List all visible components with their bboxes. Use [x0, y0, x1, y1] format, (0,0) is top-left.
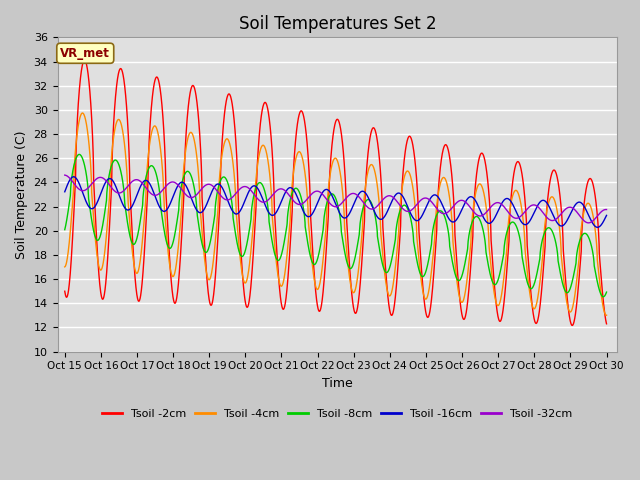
Line: Tsoil -8cm: Tsoil -8cm — [65, 155, 607, 297]
Tsoil -4cm — [155, 135, 163, 141]
Tsoil -8cm — [534, 267, 541, 273]
Tsoil -2cm — [593, 202, 600, 207]
Tsoil -8cm — [603, 289, 611, 295]
Tsoil -32cm — [534, 204, 541, 209]
Tsoil -4cm — [603, 312, 611, 318]
Line: Tsoil -32cm: Tsoil -32cm — [65, 175, 607, 223]
Line: Tsoil -16cm: Tsoil -16cm — [65, 177, 607, 228]
Tsoil -8cm — [292, 185, 300, 191]
Tsoil -2cm — [603, 321, 611, 327]
Title: Soil Temperatures Set 2: Soil Temperatures Set 2 — [239, 15, 436, 33]
Tsoil -2cm — [81, 57, 88, 63]
Tsoil -32cm — [123, 185, 131, 191]
Tsoil -4cm — [534, 295, 541, 301]
Tsoil -2cm — [155, 79, 163, 84]
Tsoil -8cm — [61, 227, 68, 232]
Tsoil -32cm — [155, 191, 163, 197]
Tsoil -32cm — [584, 220, 592, 226]
Tsoil -8cm — [269, 241, 276, 247]
Tsoil -4cm — [602, 312, 610, 318]
Tsoil -4cm — [123, 167, 131, 172]
Tsoil -8cm — [123, 215, 131, 220]
Tsoil -4cm — [269, 219, 276, 225]
Tsoil -16cm — [70, 174, 77, 180]
Tsoil -16cm — [292, 192, 300, 197]
Tsoil -8cm — [592, 273, 600, 278]
Tsoil -4cm — [61, 264, 68, 270]
Tsoil -8cm — [76, 152, 83, 157]
Tsoil -32cm — [61, 172, 68, 178]
Tsoil -16cm — [269, 213, 276, 218]
Tsoil -4cm — [79, 110, 86, 116]
Legend: Tsoil -2cm, Tsoil -4cm, Tsoil -8cm, Tsoil -16cm, Tsoil -32cm: Tsoil -2cm, Tsoil -4cm, Tsoil -8cm, Tsoi… — [98, 404, 577, 423]
Tsoil -16cm — [61, 189, 68, 195]
Tsoil -16cm — [155, 203, 163, 208]
Text: VR_met: VR_met — [60, 47, 110, 60]
Tsoil -16cm — [594, 225, 602, 230]
Tsoil -16cm — [534, 203, 541, 208]
Tsoil -16cm — [123, 207, 131, 213]
Tsoil -4cm — [292, 155, 300, 160]
Tsoil -32cm — [269, 192, 276, 198]
Tsoil -2cm — [534, 318, 541, 324]
Tsoil -2cm — [292, 132, 300, 137]
Tsoil -32cm — [592, 215, 600, 220]
Tsoil -8cm — [600, 294, 607, 300]
Tsoil -2cm — [568, 323, 576, 328]
Y-axis label: Soil Temperature (C): Soil Temperature (C) — [15, 130, 28, 259]
Line: Tsoil -4cm: Tsoil -4cm — [65, 113, 607, 315]
Tsoil -32cm — [292, 200, 300, 206]
Tsoil -32cm — [603, 207, 611, 213]
Tsoil -16cm — [603, 213, 611, 218]
Tsoil -4cm — [592, 235, 600, 240]
X-axis label: Time: Time — [322, 377, 353, 390]
Tsoil -8cm — [155, 184, 163, 190]
Tsoil -2cm — [123, 106, 131, 111]
Tsoil -2cm — [269, 157, 276, 163]
Tsoil -16cm — [592, 224, 600, 230]
Tsoil -2cm — [61, 288, 68, 294]
Line: Tsoil -2cm: Tsoil -2cm — [65, 60, 607, 325]
